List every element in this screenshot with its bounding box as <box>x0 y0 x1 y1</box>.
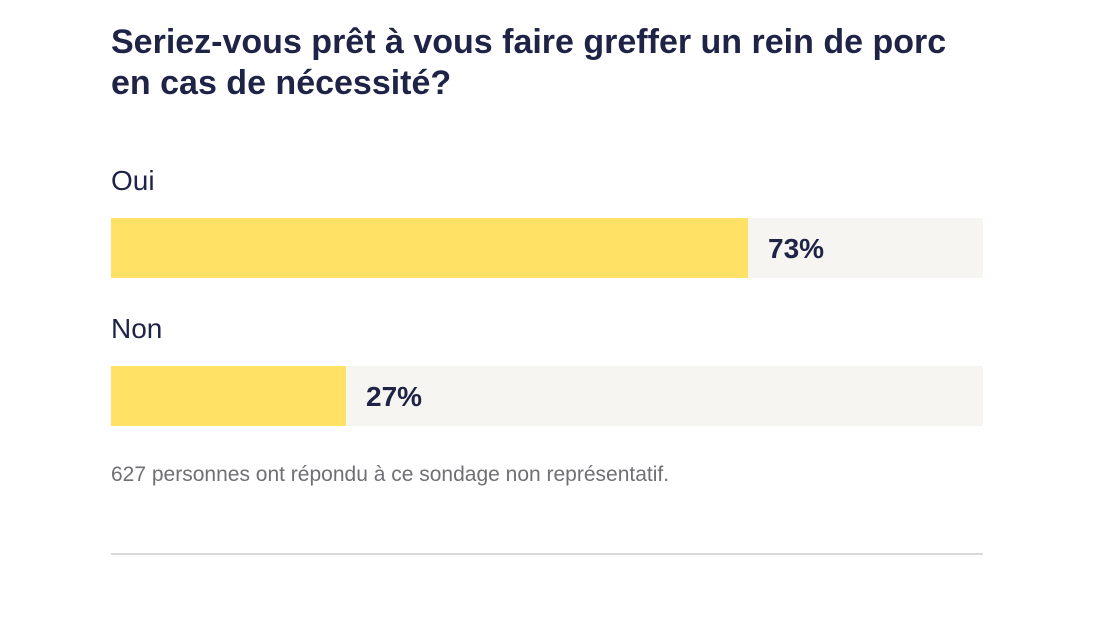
bar-fill-non <box>111 366 346 426</box>
bar-track-oui: 73% <box>111 218 983 278</box>
bar-value-label-oui: 73% <box>768 233 825 264</box>
bottom-divider <box>111 553 983 555</box>
respondent-count-note: 627 personnes ont répondu à ce sondage n… <box>111 463 670 486</box>
poll-question-title: Seriez-vous prêt à vous faire greffer un… <box>111 23 947 102</box>
option-label-non: Non <box>111 313 163 344</box>
bar-fill-oui <box>111 218 748 278</box>
option-label-oui: Oui <box>111 165 155 196</box>
bar-track-non: 27% <box>111 366 983 426</box>
bar-value-label-non: 27% <box>366 381 423 412</box>
